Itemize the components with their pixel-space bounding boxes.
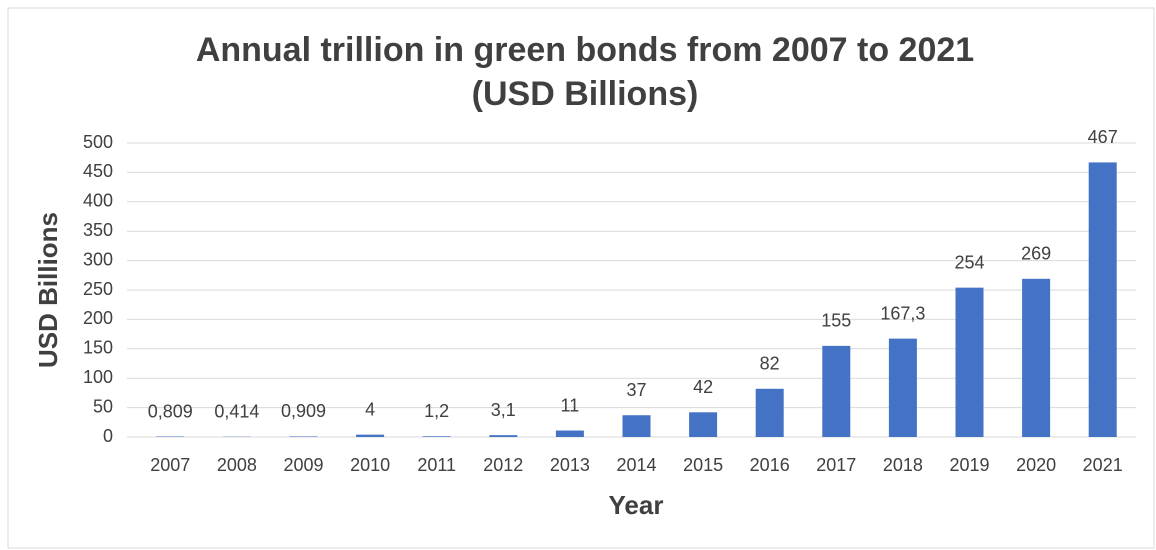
value-label: 467 [1088, 127, 1118, 147]
x-tick-label: 2013 [550, 455, 590, 475]
value-label: 254 [954, 252, 984, 272]
x-tick-label: 2010 [350, 455, 390, 475]
x-tick-label: 2009 [283, 455, 323, 475]
x-tick-label: 2021 [1083, 455, 1123, 475]
bar [1022, 278, 1051, 437]
value-label: 3,1 [491, 400, 516, 420]
bar [489, 435, 518, 437]
y-tick-label: 400 [83, 191, 113, 211]
value-label: 82 [760, 354, 780, 374]
y-tick-label: 50 [93, 396, 113, 416]
bar [1088, 162, 1117, 438]
value-label: 0,809 [148, 401, 193, 421]
y-tick-label: 150 [83, 338, 113, 358]
y-tick-label: 0 [103, 426, 113, 446]
value-label: 269 [1021, 244, 1051, 264]
bar [622, 415, 651, 437]
bar [422, 436, 451, 437]
x-tick-label: 2019 [949, 455, 989, 475]
bar [755, 388, 784, 437]
bar [289, 436, 318, 437]
value-label: 167,3 [880, 303, 925, 323]
value-label: 37 [626, 380, 646, 400]
y-tick-label: 350 [83, 220, 113, 240]
value-label: 0,909 [281, 401, 326, 421]
y-tick-label: 250 [83, 279, 113, 299]
y-tick-label: 100 [83, 367, 113, 387]
bar [689, 412, 718, 437]
y-axis-title: USD Billions [33, 212, 63, 368]
bar [356, 434, 385, 437]
value-label: 155 [821, 311, 851, 331]
x-tick-label: 2012 [483, 455, 523, 475]
y-tick-label: 500 [83, 132, 113, 152]
chart-border [7, 7, 1155, 549]
value-label: 4 [365, 399, 375, 419]
value-label: 42 [693, 377, 713, 397]
y-tick-label: 450 [83, 161, 113, 181]
chart-title: Annual trillion in green bonds from 2007… [196, 31, 974, 69]
bar [955, 287, 984, 437]
value-label: 1,2 [424, 401, 449, 421]
x-tick-label: 2011 [417, 455, 456, 475]
bar [822, 345, 851, 437]
x-tick-label: 2014 [616, 455, 656, 475]
bar [888, 338, 917, 437]
bar [555, 430, 584, 437]
chart-title: (USD Billions) [472, 75, 699, 113]
x-tick-label: 2018 [883, 455, 923, 475]
x-tick-label: 2007 [150, 455, 190, 475]
x-tick-label: 2020 [1016, 455, 1056, 475]
value-label: 0,414 [214, 402, 259, 422]
y-tick-label: 200 [83, 308, 113, 328]
x-tick-label: 2015 [683, 455, 723, 475]
x-tick-label: 2008 [217, 455, 257, 475]
x-tick-label: 2016 [750, 455, 790, 475]
x-axis-title: Year [609, 490, 664, 520]
y-tick-label: 300 [83, 249, 113, 269]
value-label: 11 [561, 395, 580, 415]
x-tick-label: 2017 [816, 455, 856, 475]
